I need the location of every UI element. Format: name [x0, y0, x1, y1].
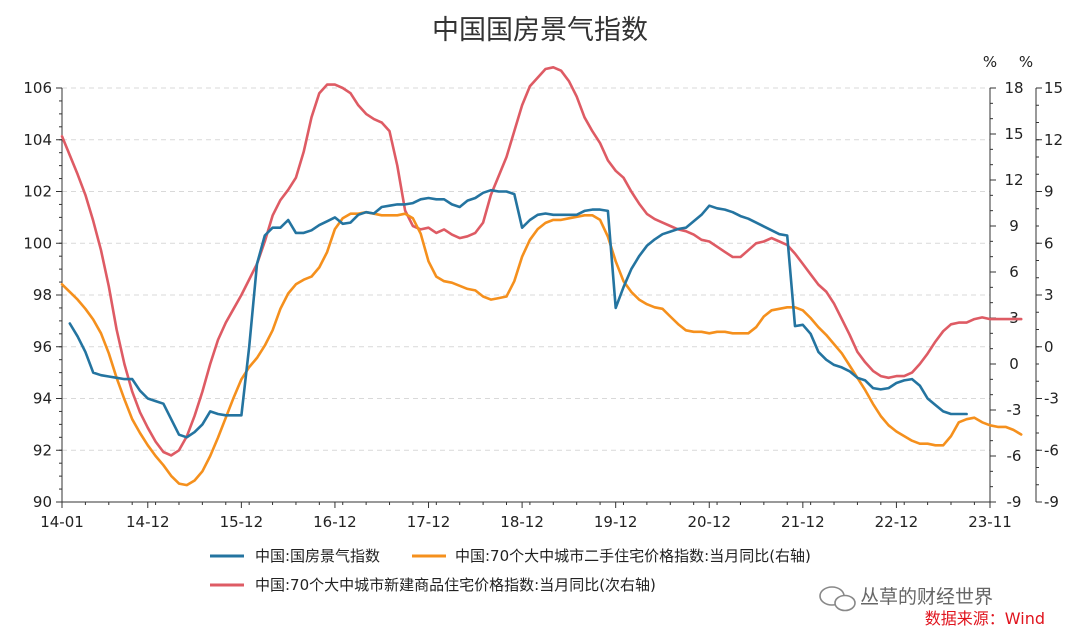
right-axis-tick-label: 6	[1009, 263, 1019, 281]
left-axis-tick-label: 104	[23, 131, 52, 149]
right2-axis-tick-label: 3	[1044, 286, 1054, 304]
right2-axis-tick-label: 0	[1044, 338, 1054, 356]
x-axis-tick-label: 15-12	[220, 513, 264, 531]
right-axis-tick-label: -3	[1007, 401, 1022, 419]
left-axis-tick-label: 92	[33, 441, 52, 459]
x-axis-tick-label: 17-12	[407, 513, 451, 531]
gridlines	[62, 87, 990, 451]
left-axis-tick-label: 102	[23, 183, 52, 201]
legend-label-index: 中国:国房景气指数	[255, 547, 380, 565]
left-axis-tick-label: 94	[33, 390, 52, 408]
legend: 中国:国房景气指数 中国:70个大中城市二手住宅价格指数:当月同比(右轴) 中国…	[210, 547, 811, 594]
series-lines	[60, 66, 1023, 487]
x-axis-tick-label: 18-12	[500, 513, 544, 531]
left-axis-tick-label: 100	[23, 234, 52, 252]
x-axis-tick-label: 19-12	[594, 513, 638, 531]
right2-axis-tick-label: -9	[1044, 493, 1059, 511]
x-axis-tick-label: 22-12	[875, 513, 919, 531]
axes	[56, 87, 1042, 508]
right-axis-unit: %	[983, 53, 997, 71]
left-axis-tick-label: 90	[33, 493, 52, 511]
data-source: 数据来源：Wind	[925, 609, 1045, 628]
x-axis-tick-label: 20-12	[687, 513, 731, 531]
x-axis-tick-label: 16-12	[313, 513, 357, 531]
right-axis-tick-label: 9	[1009, 217, 1019, 235]
x-axis-tick-label: 21-12	[781, 513, 825, 531]
right2-axis-tick-label: 6	[1044, 234, 1054, 252]
right2-axis-tick-label: -6	[1044, 441, 1059, 459]
legend-label-newhome: 中国:70个大中城市新建商品住宅价格指数:当月同比(次右轴)	[255, 576, 656, 594]
series-line-index	[68, 188, 968, 439]
x-axis-tick-label: 14-12	[126, 513, 170, 531]
series-line-newhome	[60, 66, 1023, 457]
left-axis-tick-label: 106	[23, 79, 52, 97]
right-axis-tick-label: 12	[1004, 171, 1023, 189]
wechat-icon	[819, 586, 856, 612]
left-axis-tick-label: 98	[33, 286, 52, 304]
series-line-secondhand	[60, 210, 1023, 487]
chart-title: 中国国房景气指数	[432, 15, 648, 46]
right-axis-tick-label: -6	[1007, 447, 1022, 465]
right2-axis-tick-label: 12	[1044, 131, 1063, 149]
x-axis-tick-label: 14-01	[40, 513, 84, 531]
x-axis-tick-label: 23-11	[968, 513, 1012, 531]
right2-axis-tick-label: 9	[1044, 183, 1054, 201]
right-axis-tick-label: 0	[1009, 355, 1019, 373]
right2-axis-tick-label: -3	[1044, 390, 1059, 408]
tick-labels: 9092949698100102104106-9-6-30369121518-9…	[23, 79, 1063, 531]
legend-label-secondhand: 中国:70个大中城市二手住宅价格指数:当月同比(右轴)	[455, 547, 811, 565]
right-axis-tick-label: 15	[1004, 125, 1023, 143]
left-axis-tick-label: 96	[33, 338, 52, 356]
watermark: 丛草的财经世界	[819, 586, 993, 612]
right-axis-tick-label: -9	[1007, 493, 1022, 511]
right2-axis-tick-label: 15	[1044, 79, 1063, 97]
right2-axis-unit: %	[1019, 53, 1033, 71]
right-axis-tick-label: 18	[1004, 79, 1023, 97]
watermark-text: 丛草的财经世界	[860, 586, 993, 608]
